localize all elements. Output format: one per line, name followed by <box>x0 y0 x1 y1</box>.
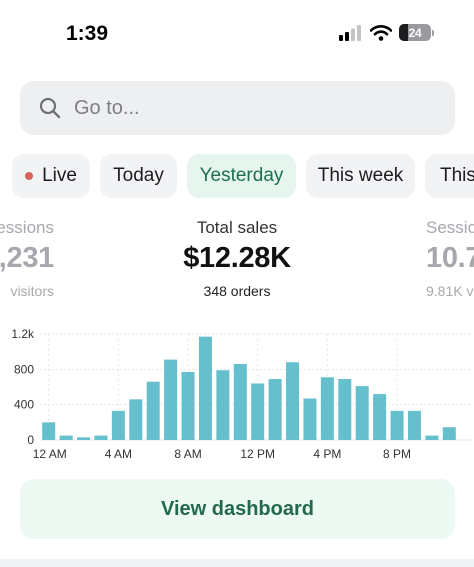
filter-chip-yesterday[interactable]: Yesterday <box>187 154 296 198</box>
metric-sub: visitors <box>10 283 54 299</box>
filter-chip-this-week[interactable]: This week <box>306 154 415 198</box>
x-tick-label: 12 AM <box>33 447 67 461</box>
chart-bar <box>216 370 230 440</box>
chart-bar <box>286 362 300 440</box>
x-tick-label: 4 PM <box>313 447 341 461</box>
chart-bar <box>146 381 160 440</box>
chart-bar <box>251 383 265 440</box>
chart-bar <box>94 435 108 440</box>
chart-bar <box>373 394 387 440</box>
chart-bar <box>338 379 352 440</box>
chart-bar <box>164 359 178 440</box>
status-icons: 24 <box>339 24 434 41</box>
chart-bar <box>181 371 195 440</box>
filter-chip-label: Yesterday <box>199 165 284 186</box>
y-tick-label: 400 <box>14 398 34 412</box>
battery-tip <box>432 29 434 36</box>
chart-bar <box>42 422 56 440</box>
filter-chip-today[interactable]: Today <box>100 154 177 198</box>
chart-bar <box>390 410 404 440</box>
metric-sessions-right[interactable]: Sessions 10.7 9.81K v <box>426 218 474 299</box>
filter-chip-this-month[interactable]: This <box>425 154 474 198</box>
search-input[interactable]: Go to... <box>74 96 140 119</box>
signal-icon <box>339 24 361 41</box>
metric-sub: 9.81K v <box>426 283 474 299</box>
battery-level: 24 <box>408 25 422 40</box>
live-dot-icon <box>25 172 34 180</box>
chart-bar <box>320 377 334 440</box>
status-time: 1:39 <box>66 22 109 45</box>
metric-value: 10.7 <box>426 242 474 274</box>
filter-chip-label: This <box>440 165 474 186</box>
filter-chip-label: Today <box>113 165 164 186</box>
metric-label: Sessions <box>426 218 474 237</box>
chart-bar <box>77 437 91 440</box>
chart-bar <box>425 435 439 440</box>
metric-sessions-left[interactable]: Sessions 1,231 visitors <box>0 218 54 299</box>
x-tick-label: 12 PM <box>240 447 275 461</box>
metric-total-sales[interactable]: Total sales $12.28K 348 orders <box>137 218 337 299</box>
metric-value: $12.28K <box>183 242 291 274</box>
filter-chip-label: Live <box>42 165 77 186</box>
x-tick-label: 8 AM <box>174 447 201 461</box>
x-tick-label: 8 PM <box>383 447 411 461</box>
wifi-icon <box>370 24 392 41</box>
view-dashboard-button[interactable]: View dashboard <box>20 479 455 539</box>
chart-bar <box>129 399 143 440</box>
chart-bar <box>59 435 73 440</box>
chart-bar <box>303 398 317 440</box>
y-tick-label: 0 <box>27 433 34 447</box>
metric-label: Sessions <box>0 218 54 237</box>
section-divider <box>0 559 474 567</box>
chart-bar <box>111 410 125 440</box>
search-icon <box>39 97 61 119</box>
chart-bar <box>442 427 456 440</box>
chart-bar <box>233 364 247 440</box>
chart-bar <box>407 410 421 440</box>
filter-chip-live[interactable]: Live <box>12 154 90 198</box>
chart-bar <box>198 336 212 440</box>
metric-sub: 348 orders <box>203 283 271 299</box>
filter-chip-label: This week <box>317 165 404 186</box>
chart-bar <box>268 379 282 440</box>
metric-label: Total sales <box>196 218 278 237</box>
status-bar: 1:39 24 <box>0 0 474 70</box>
chart-bar <box>355 386 369 440</box>
y-tick-label: 1.2k <box>11 327 35 341</box>
x-tick-label: 4 AM <box>105 447 132 461</box>
y-tick-label: 800 <box>14 362 34 376</box>
battery-icon: 24 <box>399 24 431 41</box>
search-bar[interactable]: Go to... <box>20 81 455 135</box>
date-filter-chips: Live Today Yesterday This week This <box>0 154 474 198</box>
metric-value: 1,231 <box>0 242 54 274</box>
hourly-sales-chart[interactable]: 1.2k 800 400 012 AM 4 AM 8 AM 12 PM 4 PM 8 PM <box>0 318 474 468</box>
